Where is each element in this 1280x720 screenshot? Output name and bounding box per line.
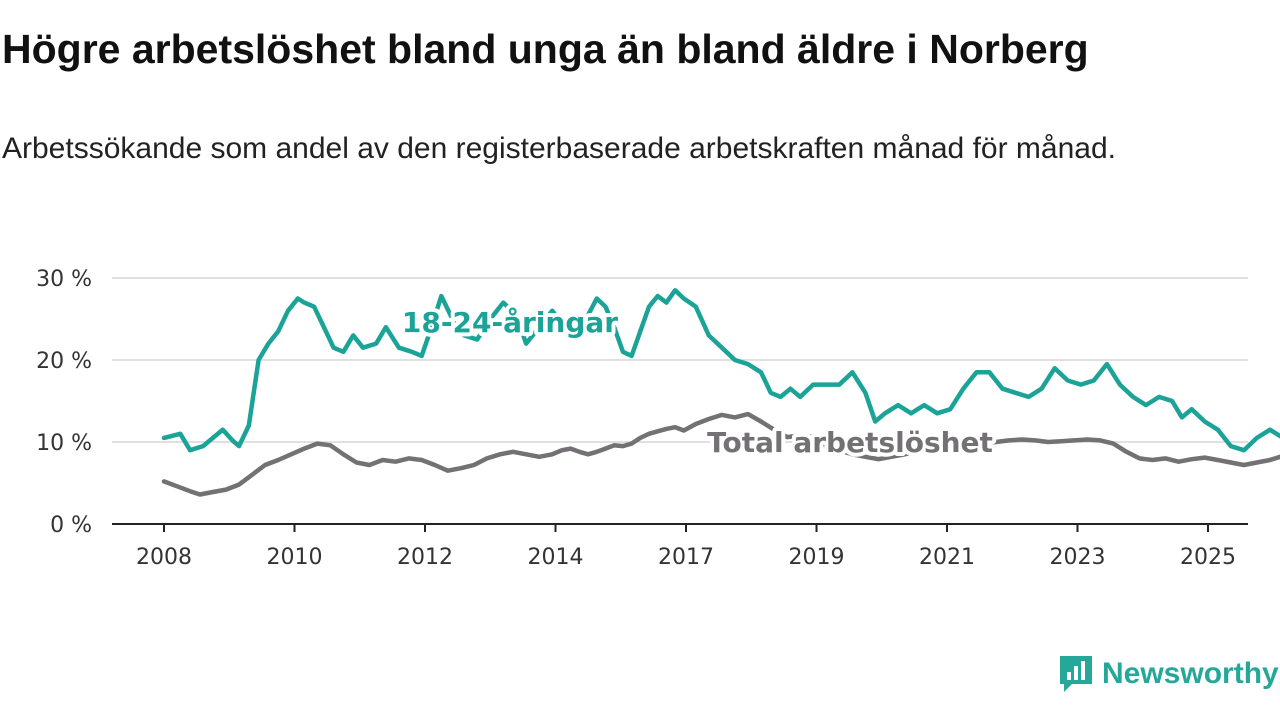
x-tick-label: 2010 xyxy=(267,545,323,570)
brand-logo: Newsworthy xyxy=(1058,654,1279,694)
y-tick-label: 10 % xyxy=(36,431,92,456)
y-tick-label: 0 % xyxy=(50,513,92,538)
y-axis-ticks: 0 % 10 % 20 % 30 % xyxy=(36,267,92,538)
y-tick-label: 20 % xyxy=(36,349,92,374)
x-axis-ticks: 2008 2010 2012 2014 2017 2019 2021 2023 2025 xyxy=(136,524,1236,570)
x-tick-label: 2012 xyxy=(397,545,453,570)
series-name-label: 18-24-åringar xyxy=(402,306,618,339)
x-tick-label: 2021 xyxy=(919,545,975,570)
y-tick-label: 30 % xyxy=(36,267,92,292)
newsworthy-logo-icon xyxy=(1060,656,1092,692)
gridlines xyxy=(112,277,1248,443)
x-tick-label: 2014 xyxy=(528,545,584,570)
brand-name: Newsworthy xyxy=(1102,657,1279,690)
chart-title: Högre arbetslöshet bland unga än bland ä… xyxy=(2,26,1089,72)
x-tick-label: 2008 xyxy=(136,545,192,570)
series-name-label: Total arbetslöshet xyxy=(707,426,993,459)
x-tick-label: 2017 xyxy=(658,545,714,570)
x-tick-label: 2019 xyxy=(789,545,845,570)
x-tick-label: 2025 xyxy=(1180,545,1236,570)
series-line xyxy=(161,288,1280,453)
x-tick-label: 2023 xyxy=(1050,545,1106,570)
series-line xyxy=(161,411,1280,497)
series-lines xyxy=(161,288,1280,497)
chart-subtitle: Arbetssökande som andel av den registerb… xyxy=(2,132,1116,165)
